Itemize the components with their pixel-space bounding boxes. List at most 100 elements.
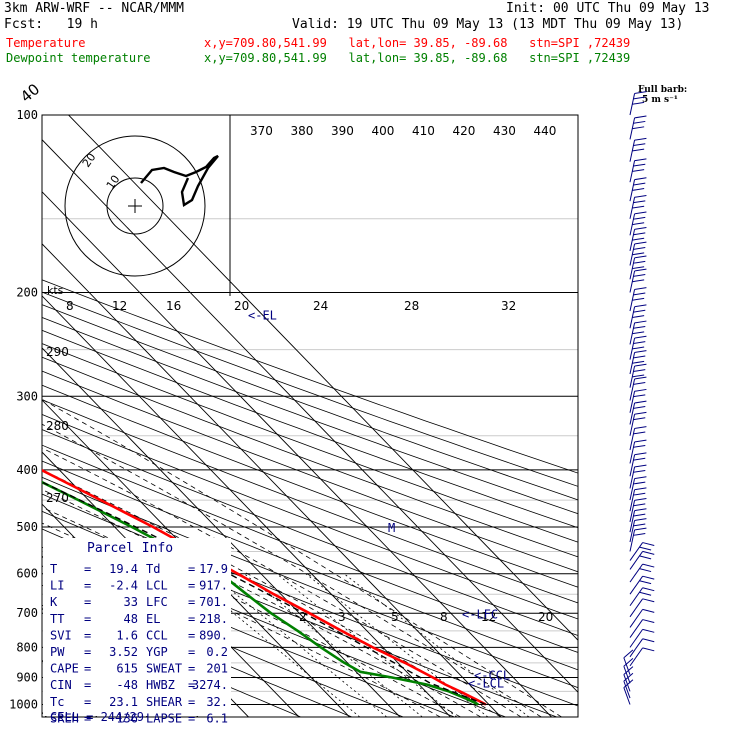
parcel-info-value: 917. [199,579,228,593]
theta-label: 370 [250,124,273,138]
mixing-ratio-label: 3 [338,610,346,624]
wind-barb-flag [634,115,647,119]
wind-barb-flag [633,292,646,296]
wind-barb-staff [629,306,636,329]
wind-barb [623,649,634,675]
wind-barb-flag [633,469,646,473]
wind-barb-flag [623,679,634,688]
wind-barb-staff [629,378,636,401]
pressure-label: 700 [16,606,38,620]
wind-barb-flag [639,555,652,560]
wind-barb-staff [629,510,636,533]
wind-barb-flag [639,568,652,573]
wind-barb [629,575,655,595]
parcel-info-key: HWBZ [146,678,175,692]
wind-barb-flag [632,101,645,105]
mixing-ratio-label: 12 [481,610,496,624]
moist-adiabat [42,447,522,717]
header-fcst: Fcst: 19 h [4,17,98,32]
wind-barb-flag [639,591,652,596]
wind-barb-flag [632,205,645,209]
theta-label-low: 290 [46,345,69,359]
theta-label: 440 [534,124,557,138]
wind-barb-staff [629,179,636,202]
wind-barb [629,452,647,477]
wind-barb-staff [623,674,631,692]
dry-adiabat [42,444,578,653]
wind-barb-staff [623,666,631,684]
wind-barb [629,508,647,533]
parcel-info-value: 33 [124,595,138,609]
isotherm-line [42,139,578,693]
parcel-info-row: SREH = 136 LAPSE = 6.1 [50,711,228,725]
wind-barb-flag [633,503,646,507]
parcel-info-row: TT = 48 EL = 218. [50,612,228,626]
wind-barb [629,498,647,522]
wind-barb-staff [629,117,636,140]
wind-barb [629,608,655,628]
pressure-label: 100 [16,108,38,122]
wind-barb-flag [632,222,645,226]
parcel-info-key: CCL [146,628,168,642]
parcel-info-eq: = [84,645,91,659]
wind-barb-flag [642,587,655,592]
wind-barb-flag [632,360,645,364]
level-annotation: <-LCL [468,676,504,690]
parcel-info-key: CAPE [50,662,79,676]
wind-barb-flag [642,638,655,643]
wind-barb [629,241,647,266]
wind-barb [629,363,647,388]
wind-barb [629,619,655,638]
parcel-info-value: 615 [116,662,138,676]
mixing-ratio-label: 2 [299,610,307,624]
parcel-info-key: K [50,595,58,609]
wind-barb-flag [634,388,647,392]
wind-barb [629,647,655,667]
barb-scale-label-1: Full barb: [638,85,688,95]
wind-barb [629,439,647,464]
wind-barb [629,158,647,183]
parcel-info-eq: = [188,628,195,642]
wind-barb-flag [633,247,646,250]
wind-barb-staff [629,414,636,436]
parcel-info-value: 0.2 [206,645,228,659]
parcel-info-key: TT [50,612,64,626]
wind-barb-flag [633,163,646,167]
parcel-info-eq: = [188,579,195,593]
wind-barb-flag [634,464,647,468]
pressure-label: 200 [16,285,38,299]
wind-barb [629,177,647,202]
parcel-info-key: EL [146,612,160,626]
wind-barb-staff [629,551,644,570]
pressure-label: 300 [16,389,38,403]
wind-barb-flag [633,260,646,264]
wind-barb-staff [629,270,636,293]
wind-barb-flag [634,177,647,181]
hodograph-speed-label: 12 [112,299,127,313]
parcel-info-eq: = [188,695,195,709]
wind-barb-staff [629,243,636,266]
dry-adiabat [42,316,578,515]
wind-barb-flag [634,426,647,429]
wind-barb [629,350,647,375]
isotherm-line [42,347,401,717]
parcel-info-value: 136 [116,711,138,725]
parcel-info-key: Td [146,562,160,576]
dry-adiabat [42,460,578,671]
wind-barb-flag [633,369,646,372]
level-annotation: M [388,521,395,535]
dry-adiabat [42,370,578,573]
hodograph-speed-label: 8 [66,299,74,313]
parcel-info-value: 201 [206,662,228,676]
wind-barb-staff [629,338,636,360]
wind-barb [629,115,647,140]
wind-barb [629,287,647,312]
parcel-info-key: SHEAR [146,695,183,709]
wind-barb-staff [629,197,636,219]
wind-barb [629,400,647,425]
wind-barb-flag [634,452,647,456]
wind-barb [629,598,655,618]
isotherm-line [68,115,578,641]
parcel-info-value: 1.6 [116,628,138,642]
parcel-info-value: 3.52 [109,645,138,659]
